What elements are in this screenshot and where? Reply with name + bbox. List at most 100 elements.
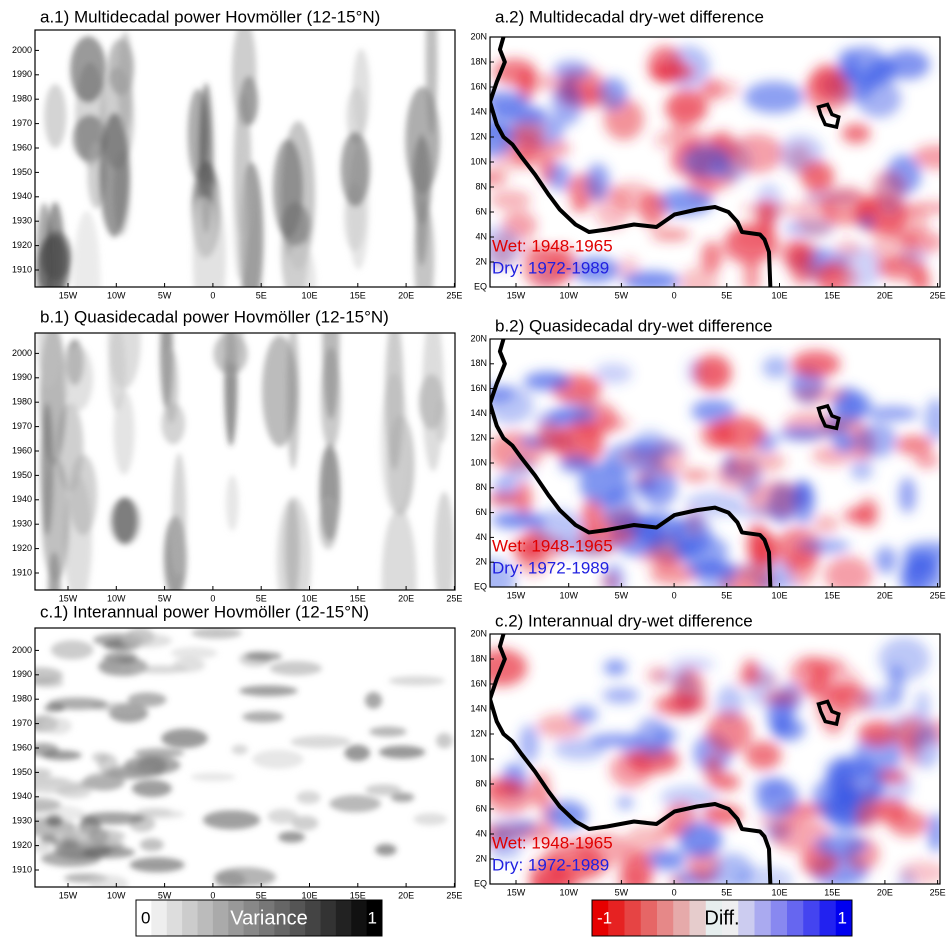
x-tick-label: 10E xyxy=(301,890,317,900)
colorbar-swatch xyxy=(803,900,820,936)
panel-title: b.2) Quasidecadal dry-wet difference xyxy=(495,316,773,335)
x-tick-label: 20E xyxy=(877,590,893,600)
colorbar-frame xyxy=(135,899,383,937)
annotation: Dry: 1972-1989 xyxy=(492,558,609,577)
colorbar-swatch xyxy=(608,900,625,936)
x-tick-label: 15W xyxy=(507,290,526,300)
colorbar-swatch xyxy=(754,900,772,936)
colorbar-swatch xyxy=(657,900,674,936)
x-tick-label: 5E xyxy=(256,890,267,900)
x-tick-label: 15E xyxy=(350,593,366,603)
x-tick-label: 5W xyxy=(615,290,629,300)
y-tick-label: 18N xyxy=(470,56,487,66)
x-tick-label: 5W xyxy=(615,590,629,600)
colorbar-swatch xyxy=(624,900,642,936)
y-tick-label: 1950 xyxy=(12,767,32,777)
x-tick-label: 20E xyxy=(877,887,893,897)
colorbar-swatch xyxy=(289,900,306,936)
y-tick-label: 10N xyxy=(470,753,487,763)
annotation: Wet: 1948-1965 xyxy=(492,236,613,255)
colorbar-label: -1 xyxy=(597,908,612,927)
panel-title: a.1) Multidecadal power Hovmöller (12-15… xyxy=(40,7,380,26)
y-tick-label: 1920 xyxy=(12,240,32,250)
y-tick-label: 1930 xyxy=(12,519,32,529)
y-tick-label: 12N xyxy=(470,728,487,738)
panel: a.1) Multidecadal power Hovmöller (12-15… xyxy=(12,7,462,300)
y-tick-label: 8N xyxy=(475,482,487,492)
x-tick-label: 10W xyxy=(107,290,126,300)
x-tick-label: 15W xyxy=(59,290,78,300)
y-tick-label: 10N xyxy=(470,457,487,467)
contour-field xyxy=(35,30,455,287)
x-tick-label: 0 xyxy=(210,890,215,900)
panel: c.1) Interannual power Hovmöller (12-15°… xyxy=(12,602,462,900)
y-tick-label: 4N xyxy=(475,231,487,241)
y-tick-label: 6N xyxy=(475,206,487,216)
x-tick-label: 25E xyxy=(446,290,462,300)
colorbar-swatch xyxy=(738,900,755,936)
x-tick-label: 5E xyxy=(721,290,732,300)
x-tick-label: 20E xyxy=(398,890,414,900)
annotation: Dry: 1972-1989 xyxy=(492,855,609,874)
y-tick-label: 2N xyxy=(475,256,487,266)
y-tick-label: 1910 xyxy=(12,567,32,577)
x-tick-label: 15W xyxy=(59,593,78,603)
y-tick-label: 20N xyxy=(470,628,487,638)
y-tick-label: 12N xyxy=(470,433,487,443)
panel-title: c.2) Interannual dry-wet difference xyxy=(495,611,753,630)
y-tick-label: 18N xyxy=(470,653,487,663)
colorbar-swatch xyxy=(212,900,229,936)
x-tick-label: 20E xyxy=(398,593,414,603)
y-tick-label: 1980 xyxy=(12,94,32,104)
y-tick-label: 1960 xyxy=(12,142,32,152)
colorbar-swatch xyxy=(166,900,183,936)
annotation: Wet: 1948-1965 xyxy=(492,833,613,852)
x-tick-label: 15E xyxy=(824,590,840,600)
colorbar-swatch xyxy=(592,900,609,936)
colorbar-swatch xyxy=(151,900,168,936)
x-tick-label: 25E xyxy=(930,290,946,300)
y-tick-label: 14N xyxy=(470,408,487,418)
colorbar-frame xyxy=(591,899,853,937)
colorbar: 0 Variance 1 xyxy=(135,899,383,937)
y-tick-label: EQ xyxy=(474,581,487,591)
colorbar-swatch xyxy=(243,900,260,936)
colorbar-swatch xyxy=(673,900,690,936)
panel-title: a.2) Multidecadal dry-wet difference xyxy=(495,7,764,26)
x-tick-label: 0 xyxy=(672,887,677,897)
x-tick-label: 15E xyxy=(824,290,840,300)
colorbar-label: 1 xyxy=(368,908,377,927)
y-tick-label: 1970 xyxy=(12,118,32,128)
x-tick-label: 5E xyxy=(721,887,732,897)
y-tick-label: 2000 xyxy=(12,45,32,55)
y-tick-label: 16N xyxy=(470,383,487,393)
x-tick-label: 20E xyxy=(877,290,893,300)
y-tick-label: 1910 xyxy=(12,864,32,874)
x-tick-label: 5W xyxy=(158,890,172,900)
panel-title: c.1) Interannual power Hovmöller (12-15°… xyxy=(40,602,369,621)
y-tick-label: 2000 xyxy=(12,645,32,655)
y-tick-label: 1960 xyxy=(12,742,32,752)
y-tick-label: 2N xyxy=(475,557,487,567)
x-tick-label: 10E xyxy=(771,290,787,300)
x-tick-label: 25E xyxy=(930,887,946,897)
x-tick-label: 15W xyxy=(507,887,526,897)
y-tick-label: 6N xyxy=(475,507,487,517)
x-tick-label: 5E xyxy=(256,290,267,300)
y-tick-label: 20N xyxy=(470,333,487,343)
y-tick-label: 12N xyxy=(470,131,487,141)
x-tick-label: 25E xyxy=(446,890,462,900)
y-tick-label: 4N xyxy=(475,828,487,838)
coastline xyxy=(490,37,773,287)
lake xyxy=(816,102,841,130)
x-tick-label: 20E xyxy=(398,290,414,300)
colorbar-swatch xyxy=(351,900,368,936)
y-tick-label: 1950 xyxy=(12,167,32,177)
colorbar-swatch xyxy=(305,900,321,936)
x-tick-label: 10E xyxy=(301,593,317,603)
annotation: Dry: 1972-1989 xyxy=(492,258,609,277)
colorbar-label: 0 xyxy=(141,908,150,927)
y-tick-label: 10N xyxy=(470,156,487,166)
colorbar-swatch xyxy=(689,900,707,936)
